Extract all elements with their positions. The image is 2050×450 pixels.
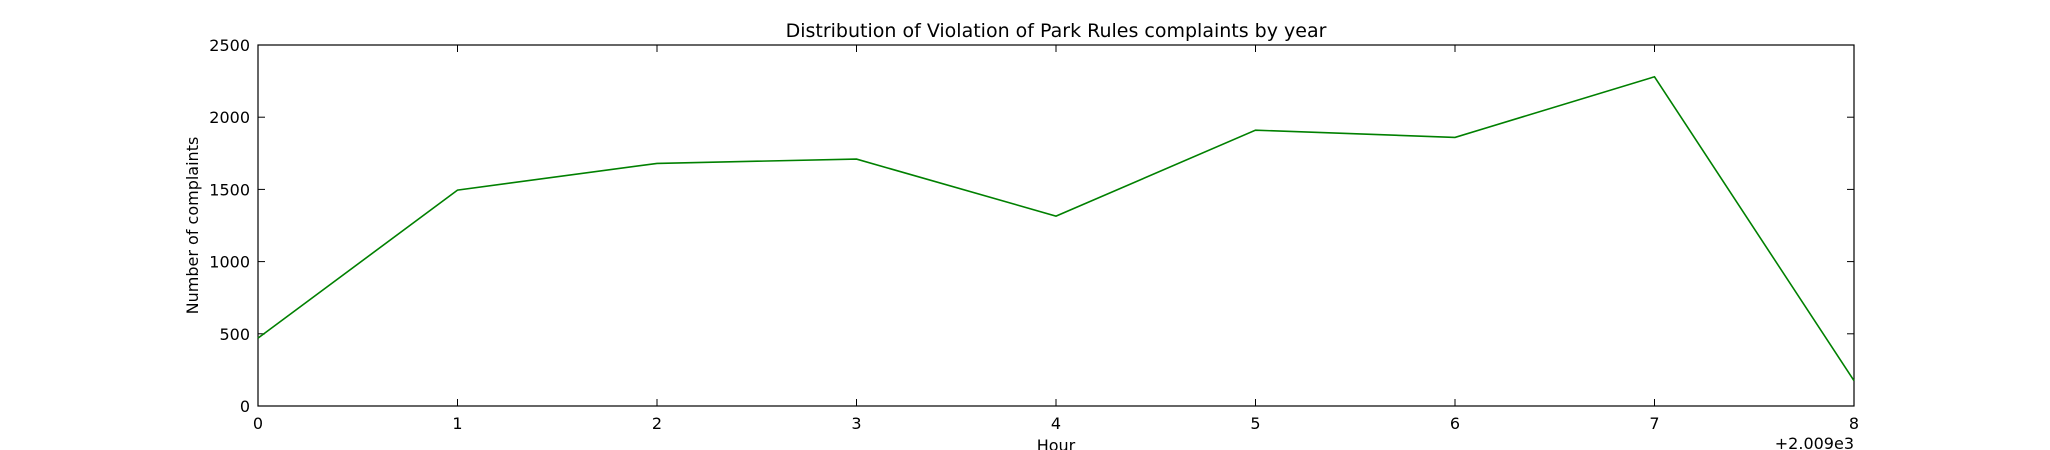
y-tick-label: 0 <box>240 397 250 416</box>
y-tick-label: 1000 <box>209 253 250 272</box>
y-axis-ticks: 0 500 1000 1500 2000 2500 <box>209 36 1854 416</box>
x-axis-label: Hour <box>1037 436 1076 450</box>
x-axis-ticks: 0 1 2 3 4 5 6 7 8 <box>253 45 1859 433</box>
y-tick-label: 2000 <box>209 108 250 127</box>
x-tick-label: 0 <box>253 414 263 433</box>
y-tick-label: 2500 <box>209 36 250 55</box>
x-tick-label: 3 <box>851 414 861 433</box>
x-tick-label: 7 <box>1649 414 1659 433</box>
chart-title: Distribution of Violation of Park Rules … <box>786 20 1327 42</box>
x-tick-label: 6 <box>1450 414 1460 433</box>
y-axis-label: Number of complaints <box>183 137 202 315</box>
x-tick-label: 8 <box>1849 414 1859 433</box>
y-tick-label: 1500 <box>209 180 250 199</box>
x-tick-label: 1 <box>452 414 462 433</box>
series-layer <box>257 75 1855 382</box>
series-line <box>257 75 1855 382</box>
y-tick-label: 500 <box>219 325 250 344</box>
x-axis-offset-label: +2.009e3 <box>1775 434 1854 450</box>
plot-area <box>257 44 1855 407</box>
x-tick-label: 5 <box>1250 414 1260 433</box>
x-tick-label: 2 <box>652 414 662 433</box>
x-tick-label: 4 <box>1051 414 1061 433</box>
